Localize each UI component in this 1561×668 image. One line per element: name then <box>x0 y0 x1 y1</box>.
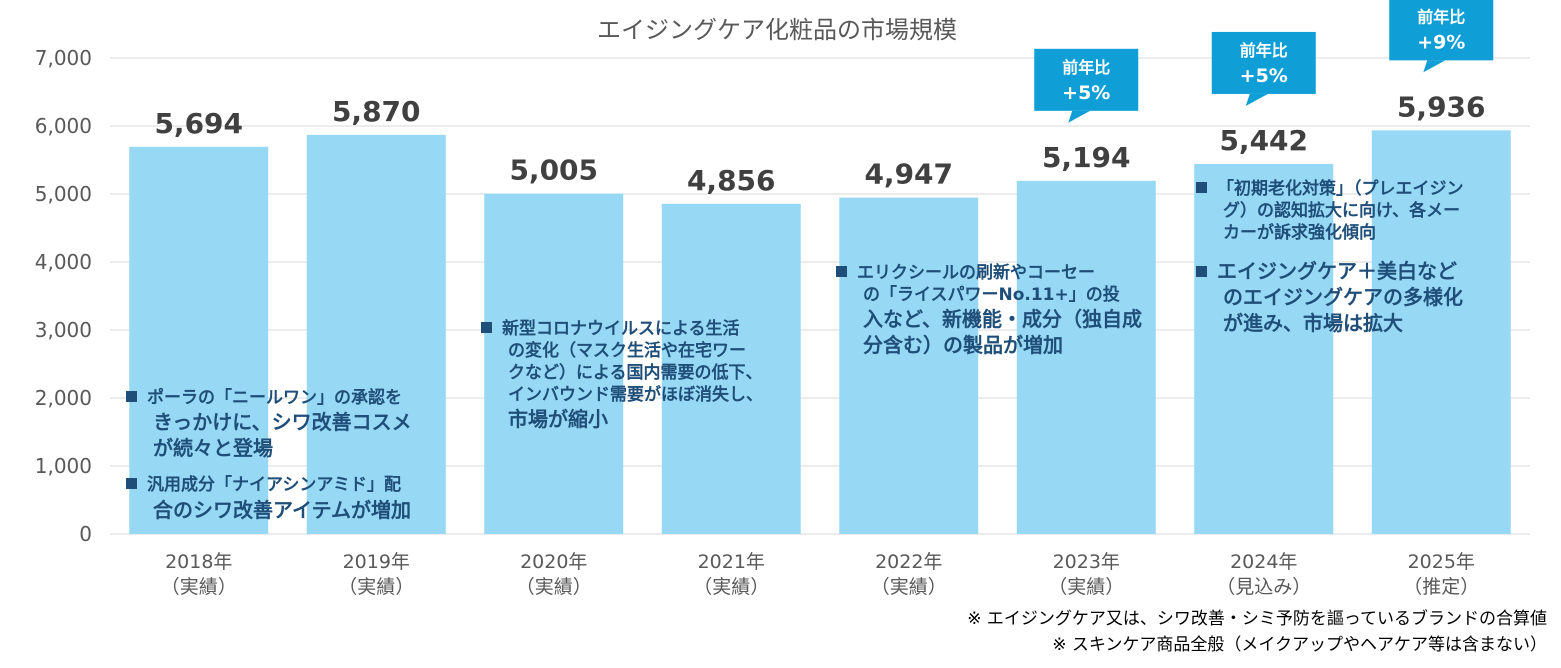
x-tick-note: （実績） <box>516 576 592 598</box>
y-tick-label: 2,000 <box>35 386 92 410</box>
x-tick-note: （実績） <box>161 576 237 598</box>
annotation-line: 分含む）の製品が増加 <box>863 333 1063 357</box>
yoy-callout-value: +5% <box>1240 65 1288 87</box>
annotation-2024-diversification: エイジングケア＋美白など のエイジングケアの多様化 が進み、市場は拡大 <box>1196 258 1463 336</box>
y-tick-label: 6,000 <box>35 114 92 138</box>
x-tick-label: 2018年 <box>165 551 232 573</box>
bar <box>1371 130 1511 535</box>
bullet-icon <box>126 478 137 489</box>
x-tick-note: （実績） <box>693 576 769 598</box>
yoy-callout-pointer <box>1245 93 1268 106</box>
y-axis-ticks: 0 1,000 2,000 3,000 4,000 5,000 6,000 7,000 <box>35 46 92 546</box>
annotation-line: 新型コロナウイルスによる生活 <box>502 319 740 339</box>
bar <box>839 197 979 534</box>
annotation-2020-covid: 新型コロナウイルスによる生活 の変化（マスク生活や在宅ワー クなど）による国内需… <box>481 318 763 432</box>
yoy-callout-label: 前年比 <box>1240 41 1288 60</box>
value-label: 5,194 <box>1042 141 1131 174</box>
bars <box>129 130 1511 535</box>
x-tick-label: 2025年 <box>1408 551 1475 573</box>
value-label: 4,856 <box>687 164 776 197</box>
y-tick-label: 4,000 <box>35 250 92 274</box>
annotation-2018-niel-one: ポーラの「ニールワン」の承認を きっかけに、シワ改善コスメ が続々と登場 <box>126 387 412 461</box>
chart-title: エイジングケア化粧品の市場規模 <box>597 16 957 44</box>
value-label: 4,947 <box>864 158 953 191</box>
yoy-callout-value: +9% <box>1417 31 1465 53</box>
footnote-skincare-scope: ※ スキンケア商品全般（メイクアップやヘアケア等は含まない） <box>1052 635 1547 655</box>
y-tick-label: 0 <box>79 522 92 546</box>
annotation-line: 汎用成分「ナイアシンアミド」配 <box>147 475 401 495</box>
y-tick-label: 1,000 <box>35 454 92 478</box>
annotation-2024-pre-aging: 「初期老化対策」（プレエイジン グ）の認知拡大に向け、各メー カーが訴求強化傾向 <box>1196 178 1464 244</box>
yoy-callout-label: 前年比 <box>1417 7 1465 26</box>
value-label: 5,870 <box>332 95 421 128</box>
bar <box>306 134 446 534</box>
annotation-line: エリクシールの刷新やコーセー <box>857 263 1095 283</box>
x-tick-note: （推定） <box>1403 576 1479 598</box>
annotation-line: きっかけに、シワ改善コスメ <box>153 410 412 434</box>
bar <box>484 193 624 534</box>
x-tick-label: 2019年 <box>343 551 410 573</box>
annotation-line: の「ライスパワーNo.11+」の投 <box>863 285 1120 305</box>
annotation-line: グ）の認知拡大に向け、各メー <box>1223 201 1461 221</box>
annotation-line: インバウンド需要がほぼ消失し、 <box>508 385 763 405</box>
value-labels: 5,694 5,870 5,005 4,856 4,947 5,194 5,442 5,936 <box>154 90 1485 196</box>
yoy-callout-pointer <box>1068 110 1091 123</box>
yoy-callout-box <box>1389 0 1494 61</box>
value-label: 5,442 <box>1219 124 1308 157</box>
yoy-callout-label: 前年比 <box>1062 58 1110 77</box>
yoy-callout-pointer <box>1423 60 1446 73</box>
annotation-line: エイジングケア＋美白など <box>1217 259 1457 283</box>
annotation-line: ポーラの「ニールワン」の承認を <box>147 388 402 408</box>
yoy-callout-box <box>1211 31 1316 94</box>
x-axis-ticks: 2018年 （実績） 2019年 （実績） 2020年 （実績） 2021年 （実績） 2022… <box>161 551 1480 598</box>
bullet-icon <box>126 391 137 402</box>
x-tick-note: （見込み） <box>1216 576 1311 598</box>
annotation-line: 入など、新機能・成分（独自成 <box>863 307 1142 331</box>
bar <box>129 146 269 535</box>
annotation-line: 合のシワ改善アイテムが増加 <box>153 498 411 522</box>
x-tick-label: 2020年 <box>520 551 587 573</box>
annotation-line: 市場が縮小 <box>508 407 608 431</box>
footnote-brand-total: ※ エイジングケア又は、シワ改善・シミ予防を謳っているブランドの合算値 <box>967 609 1547 629</box>
yoy-callouts: 前年比 +5% 前年比 +5% 前年比 +9% <box>1034 0 1494 123</box>
y-tick-label: 7,000 <box>35 46 92 70</box>
bar <box>1016 180 1156 535</box>
annotation-line: が続々と登場 <box>153 436 273 460</box>
bullet-icon <box>481 322 492 333</box>
x-tick-note: （実績） <box>1048 576 1124 598</box>
value-label: 5,005 <box>509 154 598 187</box>
x-tick-label: 2023年 <box>1053 551 1120 573</box>
y-tick-label: 3,000 <box>35 318 92 342</box>
bullet-icon <box>836 266 847 277</box>
annotation-2018-niacinamide: 汎用成分「ナイアシンアミド」配 合のシワ改善アイテムが増加 <box>126 474 411 524</box>
value-label: 5,936 <box>1397 90 1486 123</box>
yoy-callout-box <box>1034 48 1139 111</box>
bar <box>661 203 801 535</box>
annotation-2022-new-products: エリクシールの刷新やコーセー の「ライスパワーNo.11+」の投 入など、新機能… <box>836 262 1142 358</box>
value-label: 5,694 <box>154 107 243 140</box>
annotation-line: が進み、市場は拡大 <box>1223 311 1403 335</box>
annotation-line: クなど）による国内需要の低下、 <box>508 363 763 383</box>
x-tick-note: （実績） <box>871 576 947 598</box>
bullet-icon <box>1196 182 1207 193</box>
x-tick-label: 2022年 <box>875 551 942 573</box>
annotation-line: の変化（マスク生活や在宅ワー <box>508 341 746 361</box>
annotation-line: のエイジングケアの多様化 <box>1223 285 1463 309</box>
x-tick-label: 2024年 <box>1230 551 1297 573</box>
yoy-callout-value: +5% <box>1062 82 1110 104</box>
annotation-line: 「初期老化対策」（プレエイジン <box>1217 179 1464 199</box>
bullet-icon <box>1196 266 1207 277</box>
bar <box>1194 163 1334 534</box>
annotation-line: カーが訴求強化傾向 <box>1223 223 1376 243</box>
x-tick-label: 2021年 <box>698 551 765 573</box>
x-tick-note: （実績） <box>338 576 414 598</box>
y-tick-label: 5,000 <box>35 182 92 206</box>
